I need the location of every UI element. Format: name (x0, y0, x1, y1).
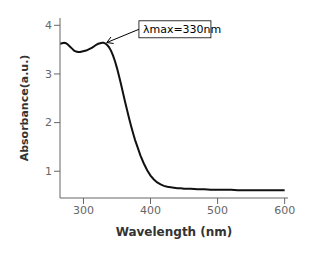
svg-text:400: 400 (140, 204, 161, 217)
svg-text:2: 2 (45, 116, 52, 129)
svg-text:4: 4 (45, 19, 52, 32)
svg-text:300: 300 (73, 204, 94, 217)
svg-text:λmax=330nm: λmax=330nm (143, 23, 221, 36)
svg-text:Absorbance(a.u.): Absorbance(a.u.) (18, 55, 31, 162)
svg-text:1: 1 (45, 165, 52, 178)
svg-text:600: 600 (274, 204, 295, 217)
svg-text:3: 3 (45, 68, 52, 81)
svg-text:Wavelength (nm): Wavelength (nm) (116, 225, 233, 239)
svg-text:500: 500 (207, 204, 228, 217)
